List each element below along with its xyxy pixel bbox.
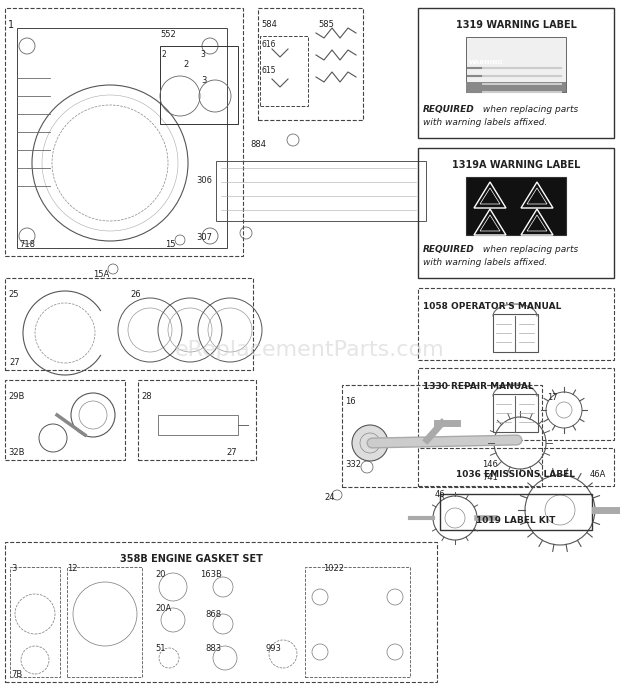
Text: 27: 27 [226,448,237,457]
Bar [260,36,308,106]
Text: 993: 993 [265,644,281,653]
Bar [418,148,614,278]
Bar [17,28,227,248]
Text: with warning labels affixed.: with warning labels affixed. [423,258,547,267]
Text: 16: 16 [345,397,356,406]
Bar [466,37,566,92]
Bar [418,368,614,440]
Text: 1022: 1022 [323,564,344,573]
Bar [305,567,410,677]
Text: 17: 17 [547,393,557,402]
Text: 552: 552 [160,30,175,39]
Bar [10,567,60,677]
Bar [160,46,238,124]
Text: REQUIRED: REQUIRED [423,105,475,114]
Text: 1330 REPAIR MANUAL: 1330 REPAIR MANUAL [423,382,534,391]
Bar [466,82,566,92]
Text: 884: 884 [250,140,266,149]
Text: 29B: 29B [8,392,24,401]
Text: 615: 615 [262,66,277,75]
Bar [466,177,566,235]
Text: 3: 3 [200,50,205,59]
Bar [5,380,125,460]
Bar [493,394,538,432]
Text: 1058 OPERATOR'S MANUAL: 1058 OPERATOR'S MANUAL [423,302,561,311]
Text: 46A: 46A [590,470,606,479]
Bar [5,542,437,682]
Bar [418,8,614,138]
Text: 741: 741 [482,473,498,482]
Text: 868: 868 [205,610,221,619]
Bar [216,161,426,221]
Text: 26: 26 [130,290,141,299]
Text: 20A: 20A [155,604,171,613]
Circle shape [352,425,388,461]
Text: 12: 12 [67,564,78,573]
Text: with warning labels affixed.: with warning labels affixed. [423,118,547,127]
Bar [158,415,238,435]
Text: 584: 584 [261,20,277,29]
Text: 1: 1 [8,20,14,30]
Text: 28: 28 [141,392,152,401]
Bar [258,8,363,120]
Text: 1319A WARNING LABEL: 1319A WARNING LABEL [452,160,580,170]
Text: REQUIRED: REQUIRED [423,245,475,254]
Text: 718: 718 [19,240,35,249]
Text: 307: 307 [196,233,212,242]
Bar [5,8,243,256]
Bar [67,567,142,677]
Bar [418,288,614,360]
Text: 883: 883 [205,644,221,653]
Text: 20: 20 [155,570,166,579]
Text: 358B ENGINE GASKET SET: 358B ENGINE GASKET SET [120,554,263,564]
Text: 15A: 15A [93,270,109,279]
Text: 51: 51 [155,644,166,653]
Text: when replacing parts: when replacing parts [480,105,578,114]
Text: 3: 3 [201,76,206,85]
Text: when replacing parts: when replacing parts [480,245,578,254]
Text: 332: 332 [345,460,361,469]
Text: 1036 EMISSIONS LABEL: 1036 EMISSIONS LABEL [456,470,575,479]
Bar [493,314,538,352]
Bar [418,448,614,486]
Text: 1019 LABEL KIT: 1019 LABEL KIT [476,516,556,525]
Text: 1319 WARNING LABEL: 1319 WARNING LABEL [456,20,577,30]
Text: 585: 585 [318,20,334,29]
Text: 27: 27 [9,358,20,367]
Text: 32B: 32B [8,448,25,457]
Bar [5,278,253,370]
Text: 616: 616 [262,40,277,49]
Text: 163B: 163B [200,570,222,579]
Bar [342,385,542,487]
Text: 3: 3 [11,564,16,573]
Text: 25: 25 [8,290,19,299]
Text: WARNING: WARNING [469,60,503,65]
Text: 306: 306 [196,176,212,185]
Bar [440,494,592,530]
Text: 7B: 7B [11,670,22,679]
Text: 2: 2 [183,60,188,69]
Bar [138,380,256,460]
Text: 146: 146 [482,460,498,469]
Text: 2: 2 [162,50,167,59]
Text: 15: 15 [165,240,175,249]
Text: 46: 46 [435,490,446,499]
Text: 24: 24 [324,493,335,502]
Text: eReplacementParts.com: eReplacementParts.com [175,340,445,360]
